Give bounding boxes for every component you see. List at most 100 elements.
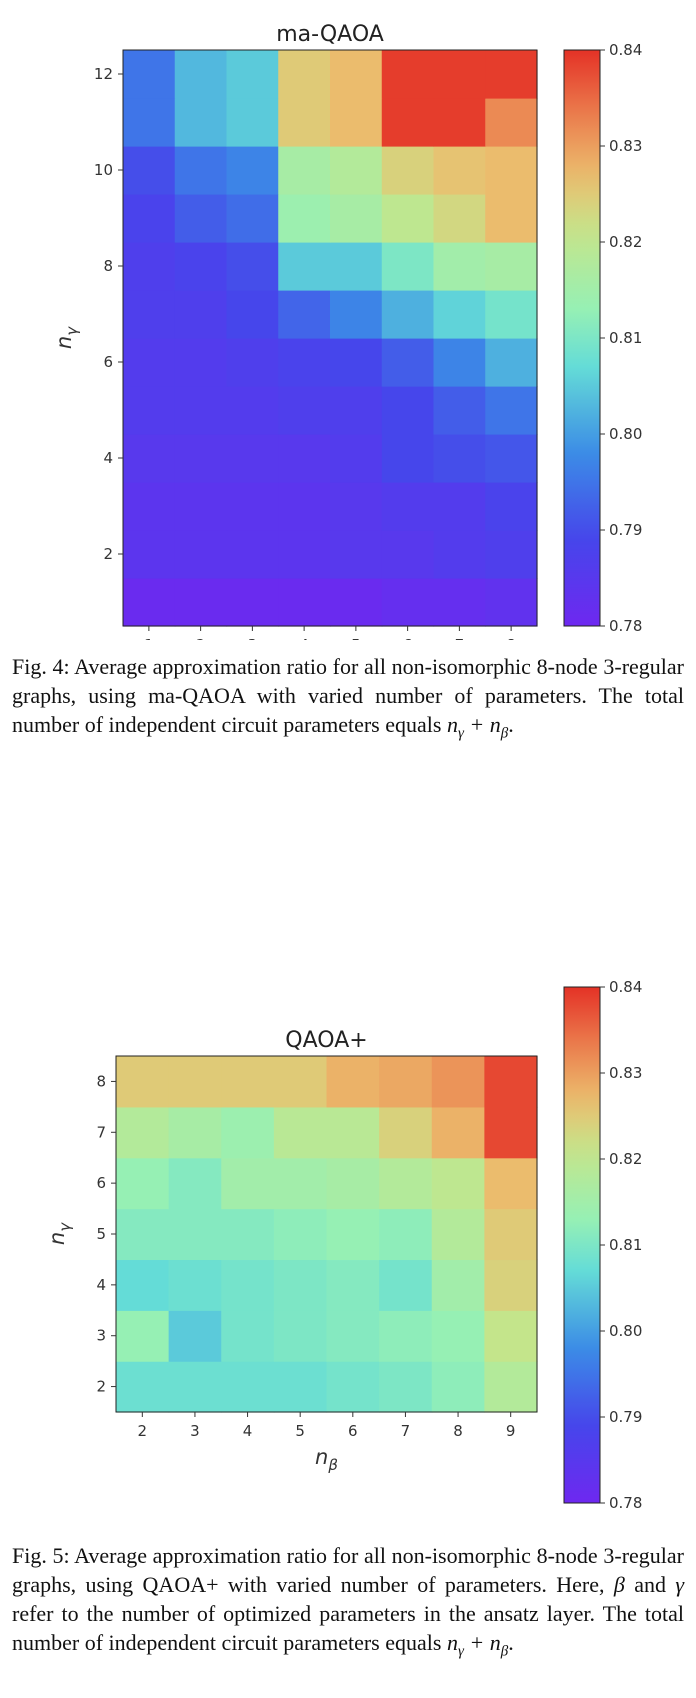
heatmap-cell: [381, 482, 435, 531]
heatmap-cell: [484, 1106, 538, 1159]
y-tick-label: 2: [103, 545, 113, 563]
heatmap-cell: [433, 434, 486, 483]
heatmap-cell: [485, 242, 538, 291]
heatmap-cell: [484, 1310, 538, 1362]
heatmap-cell: [433, 290, 486, 339]
colorbar-tick-label: 0.84: [609, 980, 642, 996]
heatmap-cell: [278, 194, 331, 243]
colorbar-tick-label: 0.78: [609, 1494, 642, 1512]
heatmap-cell: [226, 578, 279, 627]
heatmap-cell: [484, 1056, 538, 1108]
heatmap-cell: [379, 1056, 433, 1108]
heatmap-cell: [226, 242, 279, 291]
heatmap-cell: [379, 1106, 433, 1159]
heatmap-cell: [174, 482, 228, 531]
x-tick-label: 9: [506, 1422, 516, 1440]
heatmap-cell: [226, 434, 279, 483]
heatmap-cell: [485, 146, 538, 195]
x-axis-label: nβ: [315, 1445, 338, 1474]
figure-5-gamma-symbol: γ: [675, 1572, 684, 1597]
heatmap-cell: [433, 194, 486, 243]
heatmap-cell: [330, 290, 383, 339]
figure-4-end: .: [508, 712, 514, 737]
heatmap-cell: [123, 194, 176, 243]
colorbar: [563, 49, 601, 627]
figure-5-equation: nγ + nβ: [446, 1630, 509, 1660]
figure-5-and: and: [634, 1572, 666, 1597]
y-tick-label: 2: [96, 1378, 106, 1396]
colorbar-tick-label: 0.78: [609, 617, 642, 635]
heatmap-cell: [381, 386, 435, 435]
figure-4-equation: nγ + nβ: [446, 712, 509, 742]
heatmap-cell: [123, 50, 176, 99]
heatmap-cell: [326, 1157, 380, 1210]
heatmap-cell: [330, 386, 383, 435]
heatmap-cell: [381, 242, 435, 291]
figure-5-caption: Fig. 5: Average approximation ratio for …: [12, 1541, 684, 1666]
heatmap-cell: [381, 530, 435, 579]
heatmap-cell: [273, 1310, 328, 1362]
heatmap-cell: [278, 290, 331, 339]
heatmap-cell: [431, 1259, 485, 1311]
heatmap-cell: [174, 242, 228, 291]
y-tick-label: 6: [96, 1174, 106, 1192]
heatmap-cell: [174, 434, 228, 483]
heatmap-cell: [485, 578, 538, 627]
heatmap-cell: [278, 530, 331, 579]
heatmap-cell: [174, 386, 228, 435]
heatmap-cell: [226, 146, 279, 195]
heatmap-cell: [226, 530, 279, 579]
colorbar-tick-label: 0.81: [609, 1236, 642, 1254]
heatmap-cell: [431, 1310, 485, 1362]
heatmap-cell: [168, 1208, 222, 1261]
heatmap-cell: [123, 434, 176, 483]
heatmap-cell: [330, 338, 383, 387]
y-tick-label: 8: [96, 1072, 106, 1090]
colorbar-tick-label: 0.82: [609, 233, 642, 251]
heatmap-cell: [221, 1056, 275, 1108]
heatmap-cell: [123, 482, 176, 531]
heatmap-cell: [381, 578, 435, 627]
heatmap-cell: [433, 530, 486, 579]
figure-5-text-mid: refer to the number of optimized paramet…: [12, 1601, 684, 1655]
y-axis-label: nγ: [45, 1222, 74, 1245]
colorbar-tick-label: 0.79: [609, 521, 642, 539]
heatmap-cell: [326, 1310, 380, 1362]
heatmap-cell: [379, 1259, 433, 1311]
heatmap-cell: [484, 1208, 538, 1261]
heatmap-cell: [221, 1106, 275, 1159]
heatmap-cell: [278, 386, 331, 435]
heatmap-cell: [278, 578, 331, 627]
heatmap-cell: [278, 242, 331, 291]
heatmap-cell: [330, 434, 383, 483]
heatmap-cell: [433, 338, 486, 387]
y-tick-label: 12: [94, 65, 113, 83]
figure-5-text-start: Average approximation ratio for all non-…: [12, 1543, 684, 1597]
y-axis-label: nγ: [52, 326, 81, 349]
heatmap-cell: [221, 1208, 275, 1261]
heatmap-cell: [168, 1106, 222, 1159]
y-tick-label: 10: [94, 161, 113, 179]
heatmap-cell: [330, 530, 383, 579]
x-tick-label: 7: [455, 636, 465, 640]
heatmap-cell: [116, 1208, 170, 1261]
heatmap-cell: [174, 50, 228, 99]
heatmap-cells: [116, 1056, 538, 1413]
heatmap-cell: [326, 1259, 380, 1311]
heatmap-cell: [226, 338, 279, 387]
heatmap-cell: [123, 386, 176, 435]
heatmap-cell: [273, 1106, 328, 1159]
heatmap-cell: [226, 290, 279, 339]
heatmap-cell: [116, 1157, 170, 1210]
heatmap-cell: [433, 242, 486, 291]
heatmap-cell: [431, 1208, 485, 1261]
heatmap-cell: [485, 290, 538, 339]
heatmap-cell: [123, 242, 176, 291]
y-tick-label: 4: [103, 449, 113, 467]
heatmap-cell: [123, 338, 176, 387]
heatmap-cell: [330, 146, 383, 195]
heatmap-cell: [433, 50, 486, 99]
colorbar-tick-label: 0.81: [609, 329, 642, 347]
heatmap-cell: [174, 146, 228, 195]
colorbar-tick-label: 0.79: [609, 1408, 642, 1426]
